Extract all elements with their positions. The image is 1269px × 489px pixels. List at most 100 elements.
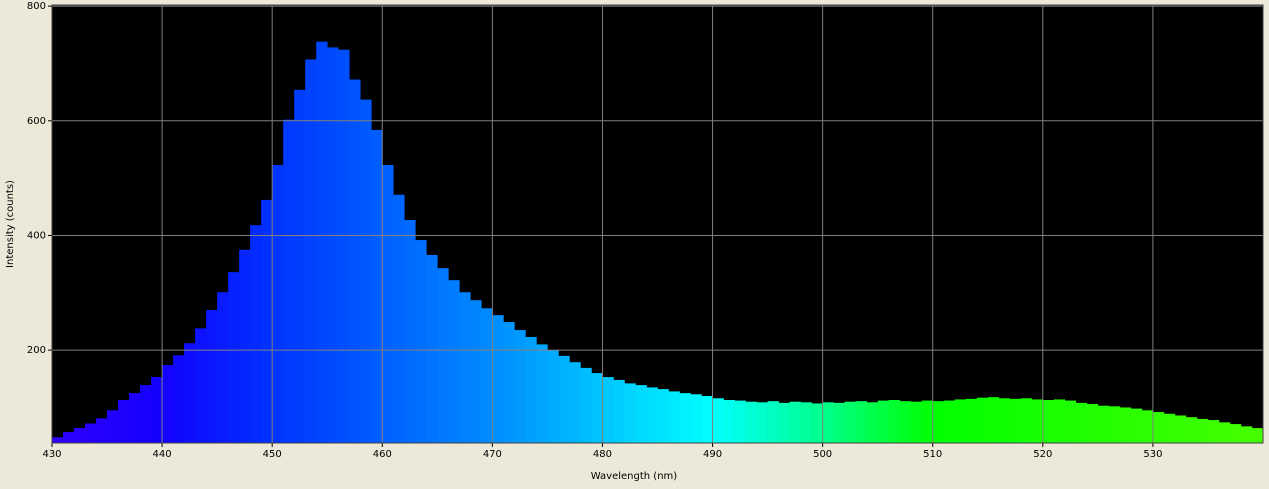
- bar: [1207, 420, 1220, 443]
- bar: [866, 402, 878, 443]
- bar: [1097, 405, 1110, 443]
- bar: [283, 119, 295, 444]
- bar: [382, 164, 394, 443]
- x-tick-label: 500: [813, 449, 832, 460]
- bar: [140, 385, 152, 443]
- bar: [129, 393, 141, 443]
- bar: [536, 344, 548, 443]
- bar: [723, 400, 735, 443]
- bar: [1042, 400, 1055, 443]
- bar: [96, 418, 108, 443]
- bar: [1218, 422, 1231, 443]
- y-tick-label: 600: [27, 116, 46, 127]
- bar: [327, 47, 339, 444]
- bar: [1075, 402, 1088, 443]
- bar: [690, 394, 702, 443]
- bar: [602, 377, 614, 443]
- bar: [525, 336, 537, 443]
- bar: [1009, 398, 1022, 443]
- bar: [481, 308, 493, 443]
- x-tick-label: 440: [153, 449, 172, 460]
- bar: [701, 395, 713, 443]
- x-tick-label: 530: [1143, 449, 1162, 460]
- bar: [1251, 428, 1264, 443]
- bar: [85, 423, 97, 443]
- bar: [624, 383, 636, 443]
- bar: [63, 432, 75, 443]
- bar: [217, 292, 229, 443]
- y-tick-label: 400: [27, 230, 46, 241]
- bar: [855, 401, 867, 443]
- bar: [151, 377, 163, 443]
- bar: [1229, 424, 1242, 443]
- bar: [646, 387, 658, 443]
- bar: [294, 89, 306, 443]
- bar: [943, 400, 956, 443]
- x-tick-label: 450: [263, 449, 282, 460]
- y-tick-label: 800: [27, 1, 46, 12]
- bar: [206, 309, 218, 443]
- bar: [734, 400, 746, 443]
- bar: [316, 41, 328, 443]
- bar: [1163, 413, 1176, 443]
- bar: [932, 401, 945, 443]
- bar: [492, 315, 504, 443]
- bar: [1130, 408, 1143, 443]
- x-tick-label: 490: [703, 449, 722, 460]
- bar: [272, 164, 284, 443]
- bar: [426, 254, 438, 443]
- bar: [305, 59, 317, 444]
- bar: [558, 355, 570, 443]
- bar: [954, 399, 967, 443]
- bar: [844, 401, 856, 443]
- bar: [877, 400, 889, 443]
- bar: [778, 402, 790, 443]
- bar: [250, 225, 262, 443]
- bar: [228, 272, 240, 443]
- bar: [415, 240, 427, 443]
- bar: [1108, 406, 1121, 443]
- bar: [987, 397, 1000, 443]
- bar: [173, 355, 185, 443]
- bar: [514, 330, 526, 443]
- bar: [635, 385, 647, 443]
- bar: [767, 401, 779, 443]
- y-tick-label: 200: [27, 345, 46, 356]
- bar: [899, 401, 912, 443]
- x-tick-label: 460: [373, 449, 392, 460]
- bar: [811, 403, 823, 443]
- bar: [789, 401, 801, 443]
- bar: [1174, 415, 1187, 443]
- bar: [470, 300, 482, 443]
- x-tick-label: 470: [483, 449, 502, 460]
- bar: [393, 194, 405, 443]
- bar: [1240, 426, 1253, 443]
- bar: [371, 129, 383, 443]
- bar: [569, 362, 581, 443]
- bar: [1020, 398, 1033, 443]
- bar: [1053, 399, 1066, 443]
- bar: [1031, 399, 1044, 443]
- bar: [459, 292, 471, 443]
- bar: [404, 219, 416, 443]
- bar: [261, 199, 273, 443]
- x-tick-label: 510: [923, 449, 942, 460]
- x-axis-label: Wavelength (nm): [591, 471, 677, 482]
- bar: [162, 365, 174, 443]
- plot-border: [51, 4, 1264, 444]
- bar: [580, 367, 592, 443]
- bar: [1141, 410, 1154, 443]
- bar: [195, 328, 207, 443]
- bar: [910, 401, 923, 443]
- bar: [833, 402, 845, 443]
- bar: [1086, 404, 1099, 443]
- bar: [1152, 412, 1165, 443]
- bar: [679, 393, 691, 443]
- bar: [349, 79, 361, 443]
- bar: [239, 249, 251, 443]
- x-tick-label: 480: [593, 449, 612, 460]
- bar: [360, 99, 372, 443]
- bar: [613, 379, 625, 443]
